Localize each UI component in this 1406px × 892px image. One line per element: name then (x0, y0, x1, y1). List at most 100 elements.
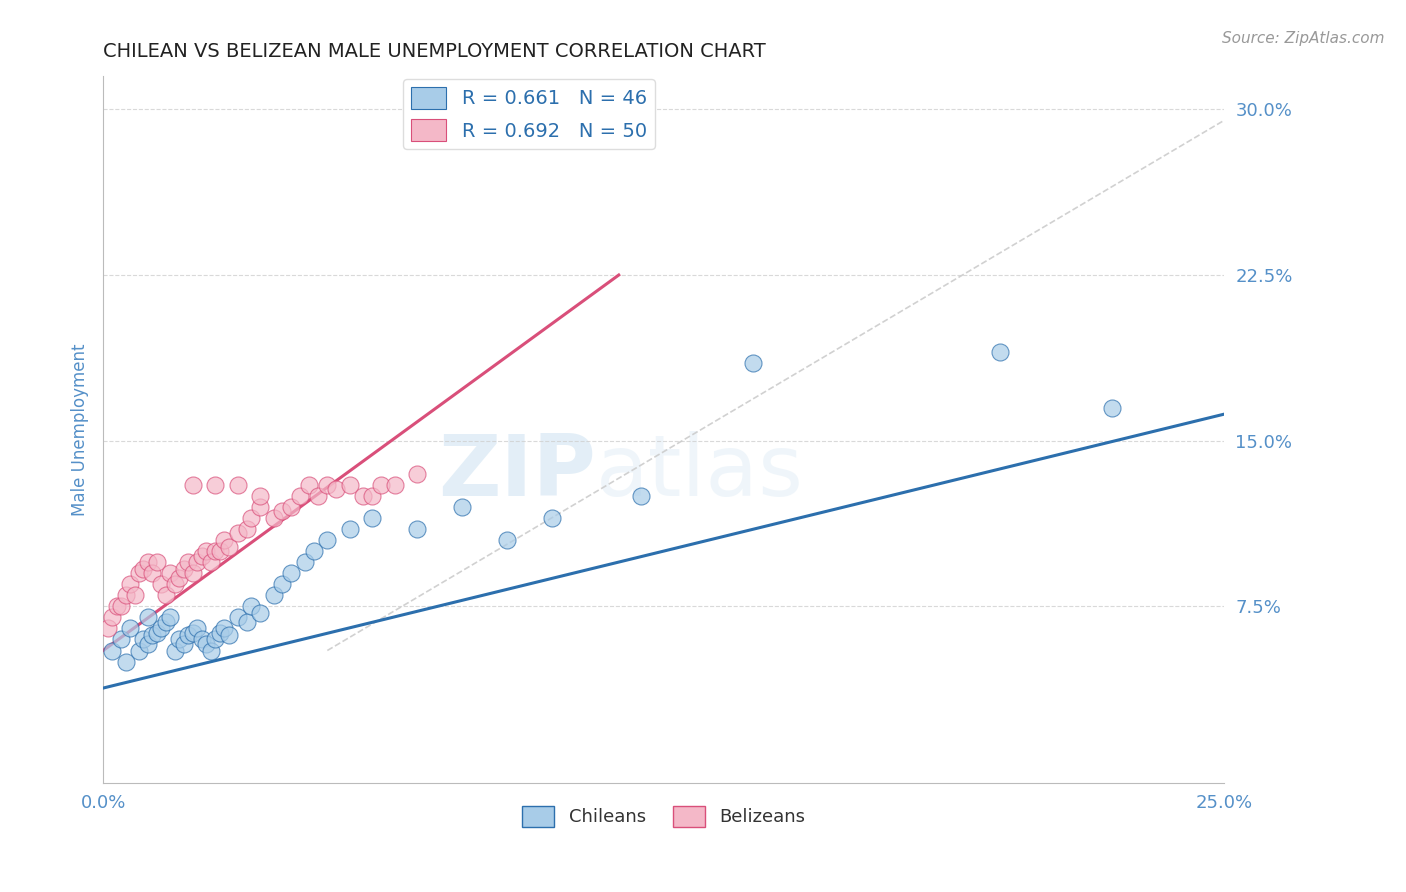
Point (226, 478, 249, 492)
Point (159, 610, 181, 624)
Point (280, 566, 302, 581)
Point (101, 643, 124, 657)
Point (316, 533, 339, 547)
Point (200, 555, 222, 569)
Y-axis label: Male Unemployment: Male Unemployment (72, 343, 89, 516)
Point (181, 566, 204, 581)
Point (298, 478, 321, 492)
Point (361, 511, 384, 525)
Point (163, 643, 186, 657)
Point (1101, 401, 1123, 415)
Point (105, 599, 128, 614)
Point (146, 555, 169, 569)
Point (204, 478, 226, 492)
Point (191, 549, 214, 563)
Point (146, 625, 169, 640)
Text: atlas: atlas (596, 431, 804, 514)
Point (249, 500, 271, 514)
Point (235, 522, 257, 536)
Point (249, 489, 271, 503)
Point (204, 544, 226, 558)
Point (141, 628, 163, 642)
Point (218, 540, 240, 554)
Point (339, 522, 361, 536)
Point (450, 500, 472, 514)
Point (200, 643, 222, 657)
Point (118, 622, 141, 636)
Point (240, 599, 263, 614)
Point (988, 345, 1011, 359)
Point (208, 625, 231, 640)
Point (186, 555, 208, 569)
Point (128, 643, 150, 657)
Point (325, 483, 347, 497)
Point (118, 577, 141, 591)
Legend: Chileans, Belizeans: Chileans, Belizeans (515, 799, 813, 834)
Point (212, 533, 235, 547)
Point (155, 615, 177, 629)
Point (294, 555, 316, 569)
Point (406, 467, 429, 481)
Point (150, 622, 173, 636)
Text: ZIP: ZIP (439, 431, 596, 514)
Point (136, 637, 159, 651)
Point (235, 615, 257, 629)
Point (302, 544, 325, 558)
Point (630, 489, 652, 503)
Text: Source: ZipAtlas.com: Source: ZipAtlas.com (1222, 31, 1385, 46)
Point (169, 571, 191, 585)
Point (114, 588, 136, 602)
Point (159, 566, 181, 581)
Point (177, 555, 200, 569)
Point (218, 628, 240, 642)
Point (128, 566, 150, 581)
Point (195, 544, 218, 558)
Point (249, 606, 271, 620)
Point (124, 588, 146, 602)
Point (742, 356, 765, 370)
Text: CHILEAN VS BELIZEAN MALE UNEMPLOYMENT CORRELATION CHART: CHILEAN VS BELIZEAN MALE UNEMPLOYMENT CO… (103, 42, 766, 61)
Point (361, 489, 384, 503)
Point (263, 511, 285, 525)
Point (181, 625, 204, 640)
Point (141, 566, 163, 581)
Point (406, 522, 429, 536)
Point (163, 577, 186, 591)
Point (352, 489, 374, 503)
Point (226, 526, 249, 541)
Point (204, 632, 226, 647)
Point (110, 599, 132, 614)
Point (186, 622, 208, 636)
Point (339, 478, 361, 492)
Point (150, 577, 173, 591)
Point (495, 533, 517, 547)
Point (132, 562, 155, 576)
Point (212, 622, 235, 636)
Point (316, 478, 339, 492)
Point (226, 610, 249, 624)
Point (136, 555, 159, 569)
Point (290, 489, 312, 503)
Point (169, 632, 191, 647)
Point (540, 511, 562, 525)
Point (384, 478, 406, 492)
Point (132, 632, 155, 647)
Point (263, 588, 285, 602)
Point (101, 610, 124, 624)
Point (191, 632, 214, 647)
Point (195, 637, 218, 651)
Point (155, 588, 177, 602)
Point (97, 622, 120, 636)
Point (370, 478, 392, 492)
Point (173, 637, 195, 651)
Point (240, 511, 263, 525)
Point (114, 655, 136, 669)
Point (110, 632, 132, 647)
Point (177, 628, 200, 642)
Point (181, 478, 204, 492)
Point (280, 500, 302, 514)
Point (136, 610, 159, 624)
Point (271, 504, 294, 518)
Point (307, 489, 329, 503)
Point (271, 577, 294, 591)
